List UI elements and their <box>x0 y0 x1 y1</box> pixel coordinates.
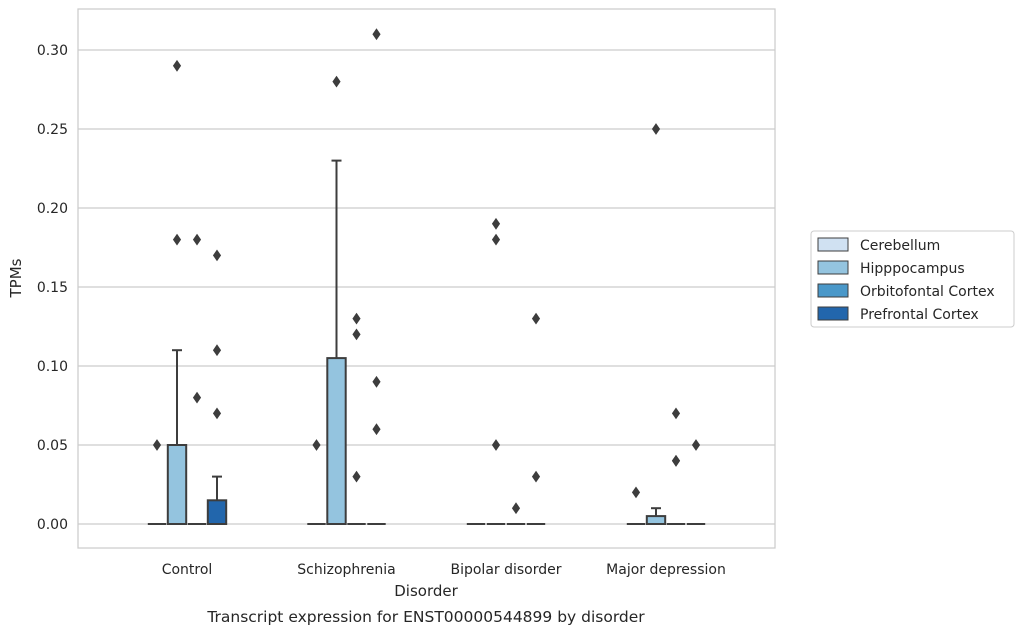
y-tick-label: 0.15 <box>37 280 68 296</box>
outlier-point <box>152 439 162 451</box>
outlier-point <box>212 407 222 420</box>
legend-swatch <box>817 283 849 298</box>
outlier-point <box>212 344 222 357</box>
y-tick-label: 0.20 <box>37 201 68 217</box>
legend-label: Cerebellum <box>860 238 940 254</box>
outlier-point <box>192 391 202 404</box>
outlier-point <box>312 439 321 451</box>
outlier-point <box>491 233 501 246</box>
y-tick-labels: 0.00 0.05 0.10 0.15 0.20 0.25 0.30 <box>37 43 68 533</box>
box-hipppocampus <box>326 159 347 525</box>
outlier-point <box>651 123 661 135</box>
y-tick-label: 0.00 <box>37 517 68 533</box>
outlier-point <box>691 439 701 451</box>
x-tick-label: Major depression <box>606 562 726 578</box>
legend-label: Orbitofontal Cortex <box>860 284 995 300</box>
x-tick-label: Control <box>162 562 213 578</box>
box-hipppocampus <box>166 349 188 525</box>
y-axis-title: TPMs <box>7 258 25 298</box>
outlier-point <box>332 75 341 88</box>
legend-swatch <box>817 306 849 321</box>
legend: Cerebellum Hipppocampus Orbitofontal Corte… <box>810 230 1015 328</box>
outlier-point <box>491 439 501 451</box>
outlier-point <box>671 407 681 420</box>
outlier-point <box>192 233 202 246</box>
legend-swatch <box>817 237 849 252</box>
y-tick-label: 0.25 <box>37 122 68 138</box>
outlier-point <box>372 375 381 388</box>
x-tick-label: Bipolar disorder <box>450 562 561 578</box>
outlier-point <box>212 249 222 262</box>
fliers-layer <box>152 28 701 515</box>
x-tick-labels: Control Schizophrenia Bipolar disorder Majo… <box>162 562 726 578</box>
outlier-point <box>511 502 521 515</box>
outlier-point <box>352 470 361 483</box>
legend-label: Prefrontal Cortex <box>860 307 979 323</box>
legend-label: Hipppocampus <box>860 261 965 277</box>
y-tick-label: 0.10 <box>37 359 68 375</box>
box-body <box>206 499 228 525</box>
plot-background <box>78 9 775 548</box>
boxes-layer <box>147 159 706 525</box>
outlier-point <box>491 217 501 230</box>
y-tick-label: 0.30 <box>37 43 68 59</box>
x-axis-title: Disorder <box>394 582 458 600</box>
box-body <box>166 444 188 525</box>
outlier-point <box>631 486 641 499</box>
legend-swatch <box>817 260 849 275</box>
outlier-point <box>372 28 381 41</box>
outlier-point <box>531 470 541 483</box>
outlier-point <box>531 312 541 325</box>
outlier-point <box>352 312 361 325</box>
box-hipppocampus <box>645 507 667 525</box>
x-tick-label: Schizophrenia <box>297 562 395 578</box>
box-prefrontal-cortex <box>206 475 228 525</box>
outlier-point <box>372 423 381 436</box>
outlier-point <box>172 233 182 246</box>
outlier-point <box>352 328 361 341</box>
box-body <box>326 357 347 525</box>
y-tick-label: 0.05 <box>37 438 68 454</box>
outlier-point <box>172 59 182 72</box>
outlier-point <box>671 454 681 467</box>
plot-frame <box>77 8 776 549</box>
chart-caption: Transcript expression for ENST0000054489… <box>206 608 645 626</box>
box-body <box>645 515 667 525</box>
legend-frame <box>810 230 1015 328</box>
